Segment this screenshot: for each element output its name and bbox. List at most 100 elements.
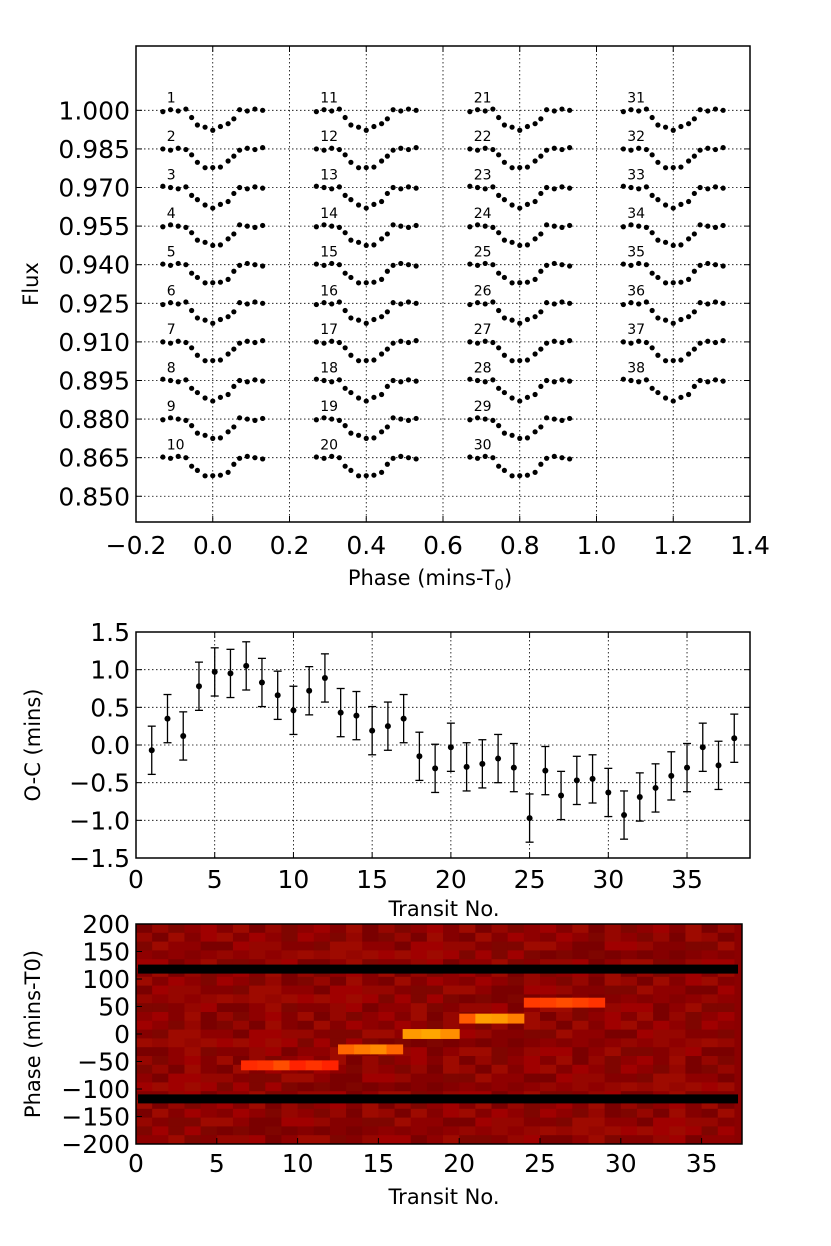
heatmap-cell [232, 924, 250, 934]
heatmap-cell [297, 1029, 315, 1039]
heatmap-cell [556, 1047, 573, 1057]
lightcurve-point [620, 109, 626, 115]
lightcurve-point [329, 223, 335, 229]
heatmap-cell [523, 1117, 541, 1127]
heatmap-cell [523, 959, 541, 969]
lightcurve-point [398, 379, 404, 385]
heatmap-cell [329, 1073, 347, 1083]
lightcurve-point [691, 268, 697, 274]
heatmap-cell [297, 924, 315, 934]
heatmap-cell [394, 1056, 412, 1066]
oc-point [589, 775, 596, 782]
lightcurve-point [167, 147, 174, 153]
heatmap-cell [394, 941, 412, 951]
heatmap-cell [297, 1047, 315, 1057]
lightcurve-point [329, 338, 335, 344]
heatmap-cell [540, 1020, 557, 1031]
heatmap-cell [636, 1038, 654, 1048]
heatmap-cell [362, 1064, 379, 1075]
heatmap-cell [459, 985, 476, 995]
heatmap-cell [588, 1047, 606, 1057]
lightcurve-point [482, 301, 488, 307]
heatmap-cell [216, 994, 234, 1004]
lightcurve-point [225, 469, 231, 475]
lightcurve-point [538, 383, 544, 390]
lightcurve-point [620, 301, 626, 308]
heatmap-cell [184, 1020, 202, 1031]
heatmap-cell [475, 1108, 493, 1119]
lightcurve-point [363, 473, 369, 479]
lightcurve-point [496, 192, 502, 198]
lightcurve-point [705, 108, 711, 114]
heatmap-cell [620, 1003, 638, 1013]
heatmap-bright-cell [289, 1060, 307, 1071]
oc-point [258, 679, 265, 686]
heatmap-cell [281, 1020, 299, 1031]
heatmap-cell [168, 1003, 185, 1013]
lightcurve-point [175, 145, 181, 151]
heatmap-cell [475, 1126, 493, 1136]
lightcurve-point [321, 377, 327, 384]
heatmap-cell [507, 1082, 525, 1092]
lightcurve-point [490, 339, 496, 346]
heatmap-cell [329, 1100, 347, 1110]
lightcurve-point [538, 268, 544, 274]
heatmap-cell [717, 924, 735, 934]
heatmap-dark-line [138, 1094, 738, 1104]
lightcurve-point [538, 346, 544, 352]
oc-point [699, 744, 706, 751]
oc-point [180, 732, 187, 739]
heatmap-cell [685, 1047, 703, 1057]
heatmap-cell [152, 1056, 169, 1066]
lightcurve-point [342, 192, 348, 198]
heatmap-cell [653, 994, 670, 1004]
heatmap-cell [556, 941, 573, 951]
lightcurve-point [167, 107, 174, 113]
heatmap-cell [136, 959, 153, 969]
lightcurve-x-axis-label: Phase (mins-T0) [348, 566, 512, 594]
lightcurve-point [202, 165, 208, 171]
lightcurve-point [355, 432, 362, 438]
heatmap-cell [281, 1117, 299, 1127]
heatmap-cell [443, 1073, 460, 1083]
lightcurve-point [384, 424, 390, 430]
heatmap-cell [540, 976, 557, 987]
lightcurve-point [336, 146, 342, 153]
heatmap-cell [475, 1029, 493, 1039]
lightcurve-point [384, 153, 390, 159]
heatmap-cell [313, 1082, 331, 1092]
oc-x-tick-label: 30 [592, 865, 624, 894]
heatmap-cell [572, 1135, 589, 1145]
heatmap-cell [200, 932, 218, 943]
heatmap-cell [717, 1029, 735, 1039]
lightcurve-point [371, 123, 377, 130]
heatmap-cell [475, 994, 493, 1004]
heatmap-cell [184, 1117, 202, 1127]
heatmap-cell [216, 1135, 234, 1145]
heatmap-cell [556, 1135, 573, 1145]
lightcurve-point [467, 146, 473, 152]
heatmap-cell [346, 1126, 363, 1136]
lightcurve-point [567, 415, 573, 422]
heatmap-cell [329, 994, 347, 1004]
heatmap-cell [523, 1108, 541, 1119]
heatmap-cell [426, 985, 444, 995]
heatmap-cell [378, 1064, 396, 1075]
heatmap-cell [523, 950, 541, 960]
heatmap-y-axis-label: Phase (mins-T0) [21, 950, 45, 1118]
heatmap-cell [653, 985, 670, 995]
heatmap-cell [378, 932, 396, 943]
heatmap-cell [281, 959, 299, 969]
lightcurve-point [355, 395, 362, 401]
lightcurve-point [252, 224, 258, 230]
heatmap-x-tick-label: 5 [209, 1149, 225, 1178]
lightcurve-point [160, 183, 166, 189]
lightcurve-point [160, 301, 166, 308]
heatmap-cell [491, 1073, 509, 1083]
lightcurve-point [398, 301, 404, 307]
lightcurve-point [202, 280, 208, 286]
lightcurve-point [509, 358, 515, 364]
heatmap-cell [346, 950, 363, 960]
heatmap-cell [620, 1064, 638, 1075]
heatmap-cell [410, 994, 428, 1004]
